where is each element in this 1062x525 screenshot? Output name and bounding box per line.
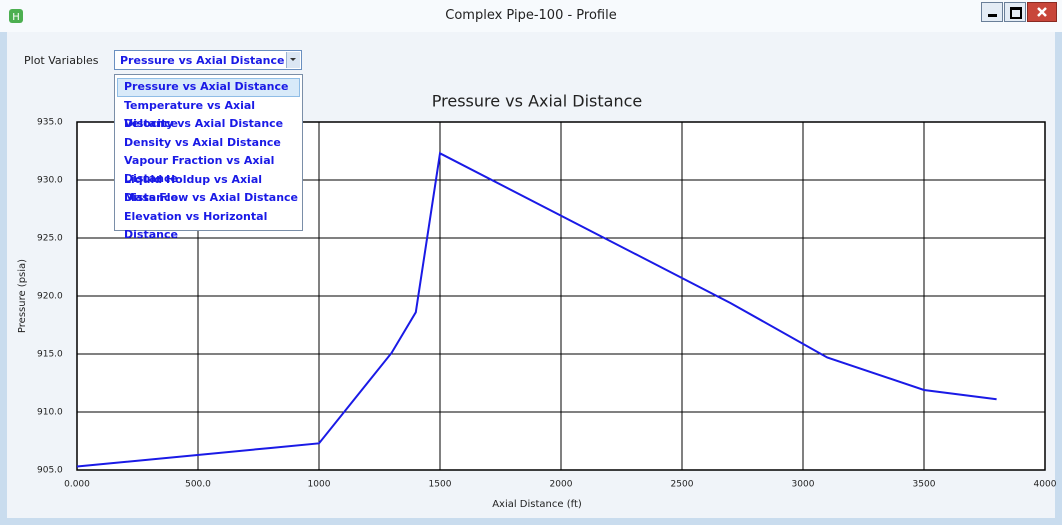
chart-title: Pressure vs Axial Distance bbox=[432, 92, 642, 111]
y-tick-label: 930.0 bbox=[37, 176, 63, 186]
dropdown-option[interactable]: Elevation vs Horizontal Distance bbox=[124, 209, 268, 241]
y-axis-label: Pressure (psia) bbox=[17, 259, 28, 333]
minimize-button[interactable] bbox=[981, 2, 1003, 22]
y-tick-label: 935.0 bbox=[37, 118, 63, 128]
x-tick-label: 3500 bbox=[913, 480, 936, 490]
plot-frame bbox=[76, 121, 1046, 471]
x-tick-label: 500.0 bbox=[185, 480, 211, 490]
y-tick-label: 915.0 bbox=[37, 350, 63, 360]
combobox-value: Pressure vs Axial Distance bbox=[120, 54, 285, 67]
plot-variables-combobox[interactable]: Pressure vs Axial Distance bbox=[114, 50, 302, 70]
y-tick-label: 920.0 bbox=[37, 292, 63, 302]
dropdown-option[interactable]: Liquid Holdup vs Axial Distance bbox=[124, 172, 263, 204]
dropdown-option[interactable]: Temperature vs Axial Distance bbox=[124, 98, 256, 130]
x-tick-label: 1500 bbox=[429, 480, 452, 490]
x-tick-label: 2000 bbox=[550, 480, 573, 490]
window-title: Complex Pipe-100 - Profile bbox=[445, 8, 617, 23]
x-tick-label: 1000 bbox=[308, 480, 331, 490]
dropdown-option[interactable]: Vapour Fraction vs Axial Distance bbox=[124, 154, 275, 185]
dropdown-option[interactable]: Density vs Axial Distance bbox=[124, 135, 281, 149]
dropdown-option[interactable]: Mass Flow vs Axial Distance bbox=[124, 191, 299, 204]
y-tick-label: 910.0 bbox=[37, 408, 63, 418]
x-tick-label: 2500 bbox=[671, 480, 694, 490]
x-tick-label: 0.000 bbox=[64, 480, 90, 490]
y-tick-label: 905.0 bbox=[37, 466, 63, 476]
dropdown-option[interactable]: Pressure vs Axial Distance bbox=[117, 78, 300, 97]
x-tick-label: 4000 bbox=[1034, 480, 1057, 490]
dropdown-list: Pressure vs Axial Distance Temperature vs… bbox=[114, 74, 303, 241]
plot-variables-label: Plot Variables bbox=[24, 54, 99, 67]
app-icon: H bbox=[9, 9, 23, 23]
svg-text:H: H bbox=[12, 12, 20, 23]
close-button[interactable] bbox=[1027, 2, 1057, 22]
dropdown-arrow[interactable] bbox=[286, 52, 300, 68]
x-tick-label: 3000 bbox=[792, 480, 815, 490]
maximize-button[interactable] bbox=[1004, 2, 1026, 22]
title-bar: H Complex Pipe-100 - Profile bbox=[0, 0, 1062, 32]
y-tick-label: 925.0 bbox=[37, 234, 63, 244]
dropdown-option[interactable]: Velocity vs Axial Distance bbox=[124, 117, 284, 130]
x-axis-label: Axial Distance (ft) bbox=[492, 499, 582, 510]
pressure-line bbox=[76, 151, 997, 468]
